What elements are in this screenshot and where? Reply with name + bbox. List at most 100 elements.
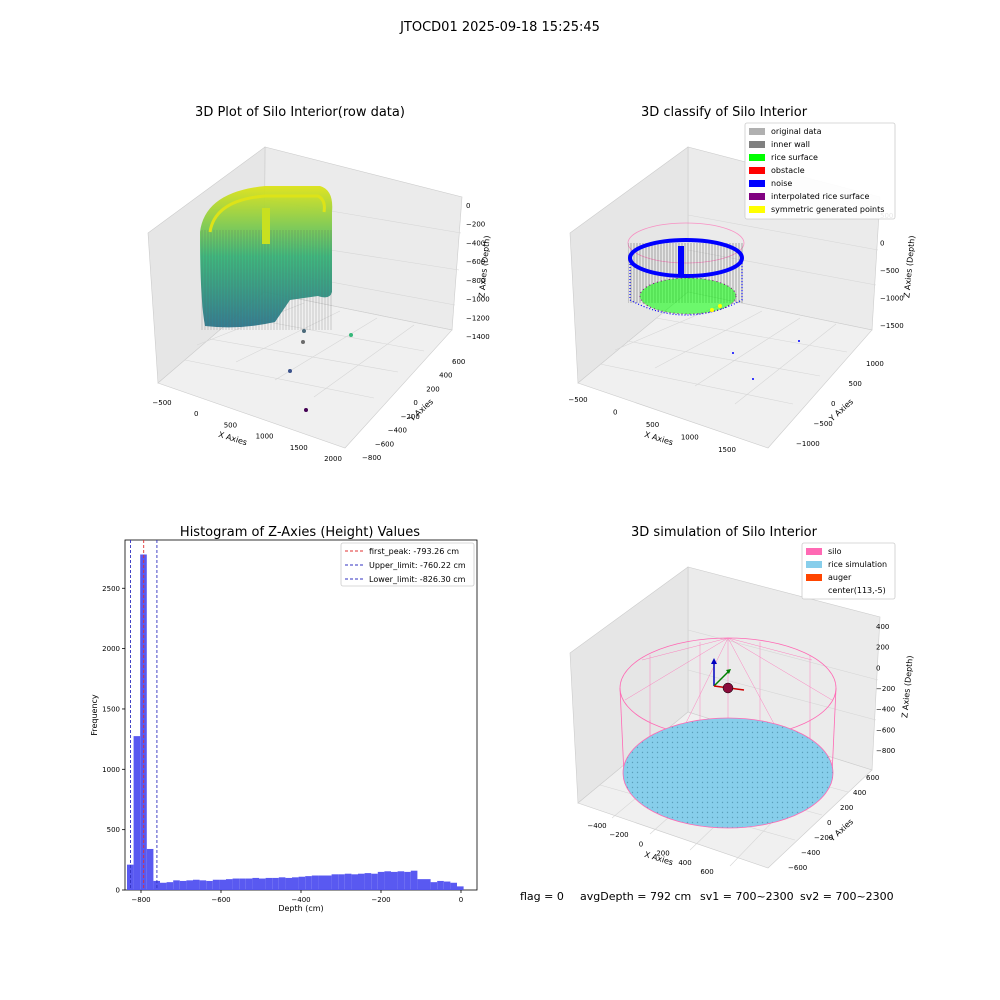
hist-bar	[212, 879, 220, 890]
hist-bar	[245, 878, 253, 890]
classify-floor	[577, 291, 873, 449]
sim-z-tick-label: 0	[876, 664, 880, 672]
raw-y-tick-label: 0	[413, 399, 417, 407]
hist-bar	[193, 879, 200, 890]
classify-y-tick-label: 0	[831, 400, 835, 408]
raw-x-tick-label: −500	[152, 399, 171, 407]
raw-z-tick-label: −1400	[466, 333, 490, 341]
sim-z-tick-label: −200	[876, 685, 895, 693]
hist-bar	[358, 873, 365, 890]
panel-raw-3d: 3D Plot of Silo Interior(row data) X Axi…	[147, 105, 492, 463]
hist-bar	[219, 879, 226, 890]
hist-x-tick-label: −400	[291, 896, 310, 904]
sim-y-tick-label: 200	[840, 804, 853, 812]
hist-bar	[364, 873, 372, 890]
status-line: flag = 0 avgDepth = 792 cm sv1 = 700~230…	[520, 890, 894, 903]
classify-x-tick-label: −500	[568, 396, 587, 404]
classify-x-tick-label: 1500	[718, 446, 736, 454]
hist-y-tick-label: 1500	[102, 705, 120, 713]
hist-bar	[384, 871, 391, 890]
hist-x-tick-label: 0	[459, 896, 463, 904]
hist-x-tick-label: −600	[211, 896, 230, 904]
classify-legend-item-label: obstacle	[771, 166, 805, 175]
sim-legend-item-swatch	[806, 574, 822, 581]
hist-bar	[173, 880, 180, 890]
panel-classify-3d: 3D classify of Silo Interior X Axies Y A…	[568, 105, 916, 454]
hist-vlines	[130, 540, 158, 890]
classify-legend-item-swatch	[749, 154, 765, 161]
hist-bar	[351, 874, 358, 890]
hist-y-tick-label: 500	[107, 826, 120, 834]
hist-bar	[166, 882, 174, 890]
hist-bar	[311, 875, 319, 890]
hist-bar	[318, 875, 325, 890]
sim-x-tick-label: 0	[639, 840, 643, 848]
sim-x-tick-label: 400	[678, 859, 691, 867]
classify-legend: original data inner wall rice surface obsta…	[744, 122, 896, 220]
raw-z-tick-label: −600	[466, 258, 485, 266]
hist-legend-label: Upper_limit: -760.22 cm	[369, 561, 466, 570]
hist-legend-label: first_peak: -793.26 cm	[369, 547, 459, 556]
raw-z-tick-label: −1000	[466, 296, 490, 304]
sim-y-tick-label: 0	[827, 819, 831, 827]
hist-bar	[443, 881, 451, 890]
classify-point-cloud	[627, 222, 800, 380]
hist-bar	[226, 879, 233, 890]
hist-bar	[252, 877, 259, 890]
classify-legend-item-label: rice surface	[771, 153, 818, 162]
figure-suptitle: JTOCD01 2025-09-18 15:25:45	[399, 20, 600, 35]
raw-y-tick-label: 200	[426, 385, 439, 393]
hist-legend-label: Lower_limit: -826.30 cm	[369, 575, 466, 584]
classify-legend-item-swatch	[749, 206, 765, 213]
hist-x-tick-label: −200	[371, 896, 390, 904]
sim-z-tick-label: 200	[876, 644, 889, 652]
raw-y-tick-label: −600	[375, 440, 394, 448]
hist-bar	[232, 878, 240, 890]
hist-bar	[417, 879, 424, 890]
hist-bar	[344, 873, 352, 890]
hist-bar	[338, 874, 345, 890]
raw-z-tick-label: 0	[466, 202, 470, 210]
sim-z-ticks: 400 200 0 −200 −400 −600 −800	[876, 623, 895, 755]
hist-bar	[278, 877, 286, 890]
hist-x-ticks: −800 −600 −400 −200 0	[131, 890, 463, 904]
raw-x-tick-label: 500	[224, 421, 237, 429]
panel-simulation-3d: 3D simulation of Silo Interior	[569, 525, 915, 876]
hist-bar	[133, 736, 141, 890]
classify-y-tick-label: −500	[814, 420, 833, 428]
hist-x-tick-label: −800	[131, 896, 150, 904]
sim-x-ticks: −400−200 0 200 400 600	[587, 822, 713, 876]
raw-z-tick-label: −800	[466, 277, 485, 285]
classify-z-tick-label: −1000	[880, 295, 904, 303]
hist-bar	[292, 877, 299, 890]
hist-axes-frame	[124, 539, 478, 891]
raw-x-tick-label: 0	[194, 410, 198, 418]
classify-xlabel: X Axies	[643, 430, 674, 447]
raw-y-tick-label: −800	[362, 454, 381, 462]
classify-legend-item-label: original data	[771, 127, 822, 136]
hist-legend: first_peak: -793.26 cm Upper_limit: -760.…	[340, 542, 475, 587]
sim-x-tick-label: 200	[656, 850, 669, 858]
hist-bar	[331, 874, 339, 890]
hist-bar	[305, 876, 312, 890]
hist-y-tick-label: 2500	[102, 585, 120, 593]
classify-legend-item-label: noise	[771, 179, 792, 188]
classify-y-tick-label: 500	[849, 380, 862, 388]
classify-z-tick-label: −1500	[880, 322, 904, 330]
classify-legend-item-swatch	[749, 128, 765, 135]
classify-x-ticks: −500 0 500 1000 1500	[568, 396, 736, 454]
sim-z-tick-label: −800	[876, 747, 895, 755]
hist-xlabel: Depth (cm)	[278, 904, 323, 913]
raw-x-ticks: −500 0 500 1000 1500 2000	[152, 399, 342, 463]
hist-bar	[457, 886, 464, 890]
hist-bar	[199, 880, 207, 890]
sim-y-tick-label: −600	[788, 864, 807, 872]
hist-title: Histogram of Z-Axies (Height) Values	[180, 525, 420, 540]
hist-bar	[391, 871, 398, 890]
sim-legend: silo rice simulation auger center(113,-5)	[801, 542, 896, 600]
raw-x-tick-label: 2000	[324, 455, 342, 463]
